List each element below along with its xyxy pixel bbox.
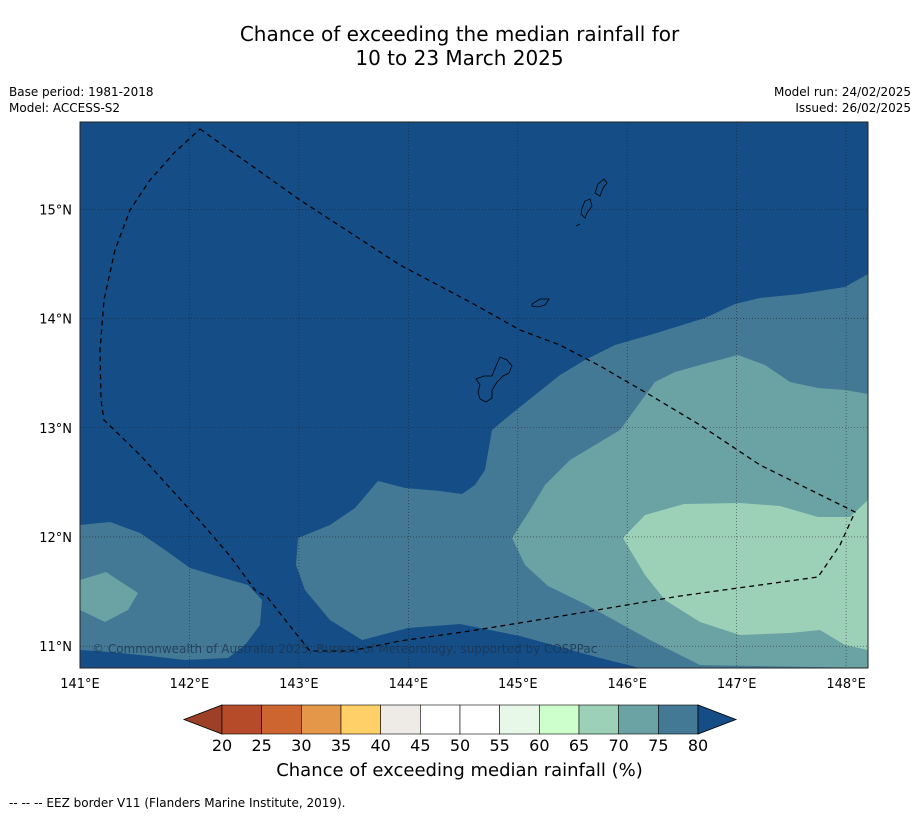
longitude-tick-label: 146°E — [607, 677, 647, 692]
copyright-text: © Commonwealth of Australia 2025, Bureau… — [92, 642, 597, 656]
island-rota — [531, 298, 550, 308]
longitude-tick-label: 143°E — [279, 677, 319, 692]
colorbar-segment — [221, 704, 262, 735]
colorbar-tick-label: 75 — [648, 736, 668, 755]
colorbar-segment — [499, 704, 540, 735]
longitude-tick-label: 141°E — [60, 677, 100, 692]
longitude-tick-labels: 141°E 142°E 143°E 144°E 145°E 146°E 147°E 148°E — [60, 677, 866, 692]
meta-right: Model run: 24/02/2025 Issued: 26/02/2025 — [774, 84, 911, 116]
latitude-tick-label: 11°N — [39, 640, 72, 655]
colorbar-tick-label: 60 — [529, 736, 549, 755]
title-line-1: Chance of exceeding the median rainfall … — [239, 22, 680, 46]
colorbar-segment — [658, 704, 699, 735]
colorbar-segment — [420, 704, 461, 735]
colorbar-extend-low — [182, 704, 223, 735]
eez-border — [99, 128, 856, 652]
colorbar-segment — [301, 704, 342, 735]
colorbar-tick-label: 20 — [212, 736, 232, 755]
island-guam — [475, 356, 513, 403]
model-text: Model: ACCESS-S2 — [9, 101, 121, 115]
colorbar: 20 25 30 35 40 45 50 55 60 65 70 75 80 — [182, 704, 738, 755]
model-run-text: Model run: 24/02/2025 — [773, 85, 911, 99]
colorbar-extend-high — [697, 704, 738, 735]
map-figure: © Commonwealth of Australia 2025, Bureau… — [39, 121, 869, 755]
colorbar-segment — [578, 704, 619, 735]
base-period-text: Base period: 1981-2018 — [9, 85, 154, 99]
latitude-tick-label: 14°N — [39, 313, 72, 328]
map-frame — [79, 121, 869, 669]
colorbar-tick-label: 25 — [251, 736, 271, 755]
band-65-70 — [623, 500, 868, 650]
island-outlines — [475, 178, 608, 403]
colorbar-tick-label: 35 — [331, 736, 351, 755]
colorbar-segment — [459, 704, 500, 735]
colorbar-tick-label: 70 — [608, 736, 628, 755]
longitude-tick-label: 142°E — [170, 677, 210, 692]
longitude-tick-label: 147°E — [717, 677, 757, 692]
latitude-tick-label: 13°N — [39, 422, 72, 437]
longitude-tick-label: 148°E — [826, 677, 866, 692]
colorbar-label: Chance of exceeding median rainfall (%) — [276, 760, 643, 781]
colorbar-segment — [539, 704, 580, 735]
eez-footnote: -- -- -- EEZ border V11 (Flanders Marine… — [9, 796, 346, 810]
island-tinian — [580, 198, 593, 219]
colorbar-segment — [261, 704, 302, 735]
colorbar-tick-label: 55 — [489, 736, 509, 755]
chart-title: Chance of exceeding the median rainfall … — [0, 22, 919, 70]
colorbar-tick-label: 65 — [569, 736, 589, 755]
title-line-2: 10 to 23 March 2025 — [355, 46, 564, 70]
colorbar-segment — [380, 704, 421, 735]
colorbar-segment — [340, 704, 381, 735]
latitude-tick-label: 15°N — [39, 203, 72, 218]
colorbar-segment — [618, 704, 659, 735]
colorbar-tick-label: 40 — [370, 736, 390, 755]
meta-left: Base period: 1981-2018 Model: ACCESS-S2 — [9, 84, 154, 116]
issued-text: Issued: 26/02/2025 — [795, 101, 911, 115]
band-75-80-west — [80, 522, 262, 660]
colorbar-tick-label: 45 — [410, 736, 430, 755]
colorbar-tick-label: 30 — [291, 736, 311, 755]
band-70-75-west — [80, 572, 138, 622]
latitude-tick-labels: 11°N 12°N 13°N 14°N 15°N — [39, 203, 72, 655]
latitude-tick-label: 12°N — [39, 531, 72, 546]
colorbar-tick-label: 50 — [450, 736, 470, 755]
longitude-tick-label: 144°E — [389, 677, 429, 692]
colorbar-tick-label: 80 — [688, 736, 708, 755]
longitude-tick-label: 145°E — [498, 677, 538, 692]
island-saipan — [594, 178, 608, 197]
island-aguijan — [575, 223, 581, 227]
graticule-lines — [80, 122, 868, 668]
